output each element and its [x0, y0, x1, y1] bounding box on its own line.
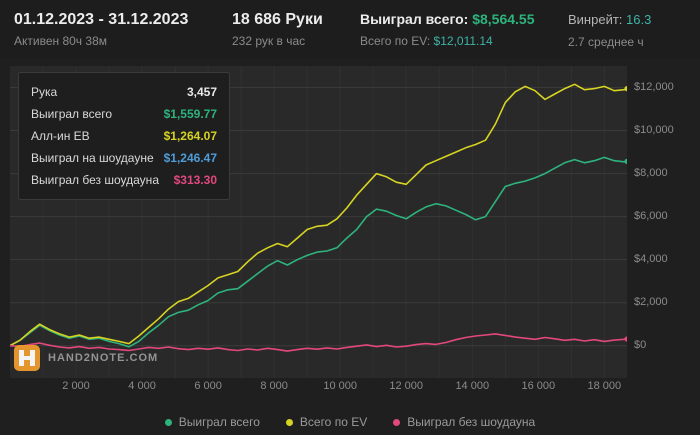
- series-line-0: [10, 156, 627, 348]
- stats-header: 01.12.2023 - 31.12.2023 Активен 80ч 38м …: [0, 0, 700, 58]
- legend-item-0[interactable]: Выиграл всего: [164, 415, 260, 429]
- x-axis-labels: 2 000 4 000 6 000 8 000 10 000 12 000 14 000 16…: [0, 380, 700, 396]
- avg-stat: 2.7 среднее ч: [568, 35, 644, 49]
- tooltip-value: 3,457: [186, 85, 217, 99]
- hands-count: 18 686 Руки: [232, 11, 323, 28]
- y-axis-label: $8,000: [634, 166, 668, 179]
- legend-dot-icon: [393, 418, 401, 426]
- ev-total-line: Всего по EV: $12,011.14: [360, 34, 568, 48]
- x-axis-label: 4 000: [128, 380, 156, 392]
- x-axis-label: 14 000: [455, 380, 490, 392]
- tooltip-row: Выиграл без шоудауна $313.30: [31, 169, 217, 191]
- series-endpoint-2: [624, 336, 627, 342]
- x-axis-label: 6 000: [194, 380, 222, 392]
- tooltip-label: Выиграл на шоудауне: [31, 151, 154, 165]
- ev-total-label: Всего по EV:: [360, 34, 431, 48]
- tooltip-label: Выиграл всего: [31, 107, 113, 121]
- chart-area: $0 $2,000 $4,000 $6,000 $8,000 $10,000 $12,000…: [0, 58, 700, 435]
- tooltip-value: $1,246.47: [163, 151, 217, 165]
- x-axis-label: 10 000: [323, 380, 358, 392]
- tooltip-value: $1,264.07: [163, 129, 217, 143]
- hands-block: 18 686 Руки 232 рук в час: [232, 10, 360, 48]
- tooltip-value: $1,559.77: [163, 107, 217, 121]
- y-axis-labels: $0 $2,000 $4,000 $6,000 $8,000 $10,000 $12,000: [630, 58, 696, 398]
- series-endpoint-0: [624, 158, 627, 164]
- tooltip-label: Выиграл без шоудауна: [31, 173, 159, 187]
- legend-label: Выиграл всего: [178, 415, 260, 429]
- won-total-value: $8,564.55: [472, 11, 535, 27]
- tooltip-row: Алл-ин EB $1,264.07: [31, 125, 217, 147]
- hands-per-hour: 232 рук в час: [232, 34, 306, 48]
- tooltip-row: Выиграл всего $1,559.77: [31, 103, 217, 125]
- x-axis-label: 2 000: [62, 380, 90, 392]
- won-total-line: Выиграл всего: $8,564.55: [360, 10, 568, 29]
- tooltip-row: Выиграл на шоудауне $1,246.47: [31, 147, 217, 169]
- ev-total-value: $12,011.14: [433, 34, 493, 48]
- winrate-line: Винрейт: 16.3: [568, 10, 700, 30]
- winrate-block: Винрейт: 16.3 2.7 среднее ч: [568, 10, 700, 49]
- y-axis-label: $12,000: [634, 80, 674, 93]
- y-axis-label: $10,000: [634, 123, 674, 136]
- date-range-block[interactable]: 01.12.2023 - 31.12.2023 Активен 80ч 38м: [14, 10, 232, 48]
- legend-dot-icon: [164, 418, 172, 426]
- legend-item-2[interactable]: Выиграл без шоудауна: [393, 415, 535, 429]
- winnings-block: Выиграл всего: $8,564.55 Всего по EV: $1…: [360, 10, 568, 48]
- tooltip-value: $313.30: [173, 173, 217, 187]
- watermark: HAND2NOTE.COM: [14, 345, 158, 371]
- x-axis-label: 8 000: [260, 380, 288, 392]
- series-line-1: [10, 83, 627, 347]
- legend-label: Выиграл без шоудауна: [407, 415, 536, 429]
- tooltip-label: Рука: [31, 85, 58, 99]
- x-axis-label: 18 000: [587, 380, 622, 392]
- chart-legend: Выиграл всего Всего по EV Выиграл без шоуд…: [0, 415, 700, 429]
- y-axis-label: $6,000: [634, 209, 668, 222]
- won-total-label: Выиграл всего:: [360, 11, 469, 27]
- legend-dot-icon: [285, 418, 293, 426]
- watermark-text: HAND2NOTE.COM: [48, 352, 159, 364]
- hand2note-logo-icon: [14, 345, 40, 371]
- legend-item-1[interactable]: Всего по EV: [285, 415, 368, 429]
- y-axis-label: $4,000: [634, 252, 668, 265]
- tooltip-row: Рука 3,457: [31, 81, 217, 103]
- series-line-2: [10, 333, 627, 352]
- x-axis-label: 12 000: [389, 380, 424, 392]
- y-axis-label: $0: [634, 338, 647, 351]
- winrate-value: 16.3: [626, 12, 652, 27]
- date-range: 01.12.2023 - 31.12.2023: [14, 11, 189, 28]
- winrate-label: Винрейт:: [568, 12, 623, 27]
- hover-tooltip: Рука 3,457 Выиграл всего $1,559.77 Алл-и…: [18, 72, 230, 200]
- y-axis-label: $2,000: [634, 295, 668, 308]
- legend-label: Всего по EV: [299, 415, 368, 429]
- series-endpoint-1: [624, 86, 627, 92]
- x-axis-label: 16 000: [521, 380, 556, 392]
- tooltip-label: Алл-ин EB: [31, 129, 90, 143]
- active-time: Активен 80ч 38м: [14, 34, 107, 48]
